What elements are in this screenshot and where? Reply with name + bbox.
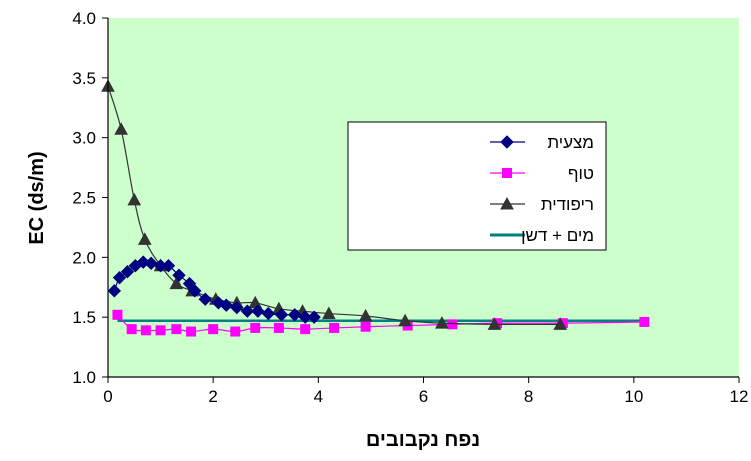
legend-item: מצעית	[490, 133, 594, 152]
data-point	[208, 324, 219, 335]
legend-swatch-marker	[500, 135, 514, 149]
data-point	[261, 306, 276, 321]
legend-label: ריפודית	[541, 195, 594, 214]
data-point	[137, 232, 152, 245]
x-tick-label: 0	[103, 387, 112, 406]
data-point	[240, 304, 255, 318]
y-tick-label: 3.0	[72, 129, 96, 148]
data-point	[287, 308, 302, 322]
data-point	[250, 322, 261, 333]
data-point	[140, 325, 151, 336]
series-line	[107, 86, 561, 326]
y-axis-title: EC (ds/m)	[26, 151, 48, 244]
data-point	[274, 308, 289, 322]
data-point	[112, 309, 123, 320]
data-point	[120, 264, 135, 279]
data-point	[307, 310, 321, 324]
x-tick-label: 8	[524, 387, 533, 406]
y-tick-label: 1.0	[72, 368, 96, 387]
data-point	[188, 284, 202, 298]
data-point	[144, 256, 158, 271]
y-tick-label: 2.5	[72, 189, 96, 208]
legend-label: טוף	[568, 164, 594, 183]
legend-item: טוף	[490, 164, 594, 183]
data-point	[358, 308, 373, 322]
legend-item: מים + דשן	[490, 226, 594, 245]
data-point	[172, 268, 186, 282]
x-tick-label: 10	[624, 387, 643, 406]
data-point	[112, 270, 127, 285]
data-point	[161, 259, 176, 273]
data-point	[300, 324, 311, 335]
data-point	[447, 319, 458, 330]
data-point	[171, 324, 182, 335]
series-0	[107, 255, 321, 324]
data-point	[186, 326, 197, 337]
data-point	[553, 317, 568, 330]
y-tick-label: 3.5	[72, 69, 96, 88]
data-point	[219, 298, 234, 312]
series-layer	[101, 79, 650, 337]
data-point	[639, 316, 650, 327]
data-point	[155, 325, 166, 336]
y-tick-label: 4.0	[72, 9, 96, 28]
data-point	[114, 122, 128, 135]
data-point	[329, 322, 340, 333]
legend-swatch-marker	[500, 196, 514, 210]
data-point	[298, 310, 312, 324]
data-point	[251, 304, 265, 318]
legend-swatch-marker	[502, 168, 512, 178]
data-point	[169, 276, 184, 290]
ticks-layer: 0 2 4 6 8 10 12 1.0 1.5 2.0 2.5 3.0 3.5 4.0	[72, 9, 748, 406]
legend-items: מצעית טוף ריפודית מים + דשן	[490, 133, 594, 245]
x-tick-label: 4	[314, 387, 323, 406]
x-axis-title: נפח נקבובים	[366, 429, 480, 451]
data-point	[322, 306, 336, 320]
y-tick-label: 2.0	[72, 248, 96, 267]
data-point	[198, 292, 212, 306]
legend-box	[347, 121, 607, 251]
data-point	[273, 322, 284, 333]
legend-label: מצעית	[547, 133, 594, 152]
data-point	[398, 313, 412, 327]
legend: מצעית טוף ריפודית מים + דשן	[347, 121, 607, 251]
data-point	[107, 284, 122, 298]
data-point	[487, 317, 502, 330]
legend-item: ריפודית	[490, 195, 594, 214]
data-point	[127, 192, 142, 206]
x-tick-label: 12	[730, 387, 749, 406]
legend-label: מים + דשן	[521, 226, 594, 245]
data-point	[230, 300, 244, 315]
data-point	[435, 316, 449, 329]
y-tick-label: 1.5	[72, 308, 96, 327]
data-point	[230, 326, 241, 337]
data-point	[360, 321, 371, 332]
data-point	[126, 324, 137, 335]
x-tick-label: 2	[208, 387, 217, 406]
x-tick-label: 6	[419, 387, 428, 406]
